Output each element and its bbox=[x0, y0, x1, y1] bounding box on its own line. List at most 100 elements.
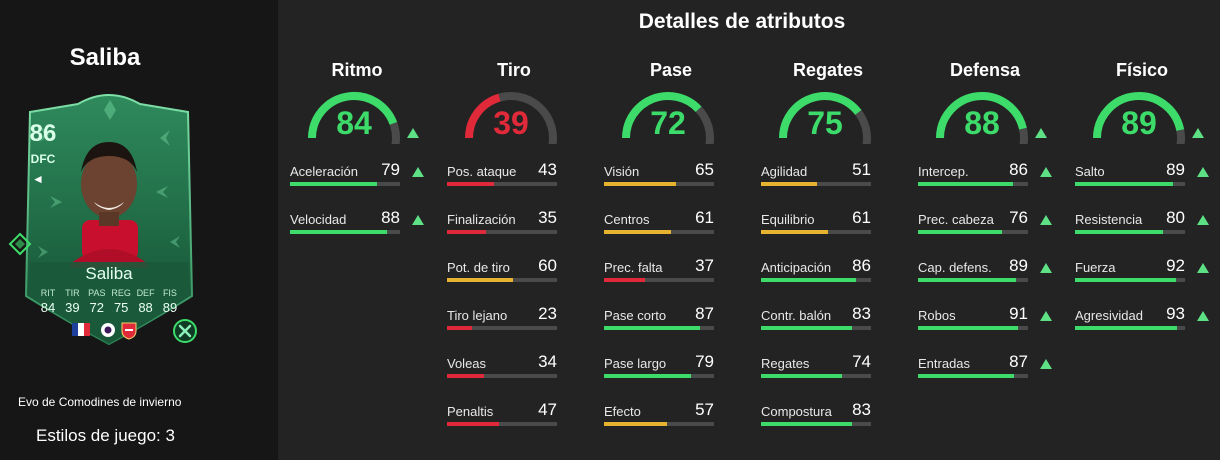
gauge-fill bbox=[936, 92, 1027, 139]
attribute-row[interactable]: Aceleración 79 bbox=[290, 160, 430, 194]
upgrade-arrow-icon bbox=[1191, 126, 1205, 144]
category-value: 84 bbox=[336, 105, 372, 141]
attribute-bar bbox=[1075, 182, 1185, 186]
attribute-row[interactable]: Contr. balón 83 bbox=[761, 304, 901, 338]
upgrade-arrow-icon bbox=[1196, 213, 1210, 231]
attribute-label: Regates bbox=[761, 356, 810, 371]
attribute-row[interactable]: Agilidad 51 bbox=[761, 160, 901, 194]
evolution-icon bbox=[8, 232, 32, 256]
card-background bbox=[24, 94, 194, 346]
attribute-row[interactable]: Regates 74 bbox=[761, 352, 901, 386]
attribute-row[interactable]: Pot. de tiro 60 bbox=[447, 256, 587, 290]
attribute-value: 93 bbox=[1166, 304, 1185, 323]
attribute-label: Salto bbox=[1075, 164, 1105, 179]
playstyles-count[interactable]: Estilos de juego: 3 bbox=[36, 426, 175, 445]
upgrade-arrow-icon bbox=[1039, 165, 1053, 183]
attribute-row[interactable]: Voleas 34 bbox=[447, 352, 587, 386]
attribute-label: Agilidad bbox=[761, 164, 808, 179]
attribute-row[interactable]: Pos. ataque 43 bbox=[447, 160, 587, 194]
attribute-bar-fill bbox=[604, 326, 700, 330]
attribute-bar-fill bbox=[1075, 230, 1163, 234]
upgrade-arrow-icon bbox=[1039, 357, 1053, 375]
attribute-bar-fill bbox=[761, 278, 856, 282]
attribute-label: Pase largo bbox=[604, 356, 667, 371]
gauge-fill bbox=[622, 92, 702, 139]
attribute-label: Entradas bbox=[918, 356, 971, 371]
attribute-bar bbox=[918, 374, 1028, 378]
attribute-bar bbox=[761, 278, 871, 282]
attribute-row[interactable]: Velocidad 88 bbox=[290, 208, 430, 242]
card-stat-value: 84 bbox=[40, 300, 56, 315]
attribute-label: Visión bbox=[604, 164, 640, 179]
attribute-bar bbox=[447, 278, 557, 282]
attribute-label: Robos bbox=[918, 308, 956, 323]
attribute-row[interactable]: Agresividad 93 bbox=[1075, 304, 1215, 338]
attribute-bar-fill bbox=[604, 278, 645, 282]
attribute-label: Resistencia bbox=[1075, 212, 1143, 227]
attribute-label: Voleas bbox=[447, 356, 487, 371]
attribute-row[interactable]: Entradas 87 bbox=[918, 352, 1058, 386]
category-name: Regates bbox=[792, 60, 864, 80]
card-stat-label: DEF bbox=[136, 288, 155, 298]
attribute-row[interactable]: Visión 65 bbox=[604, 160, 744, 194]
attribute-bar-fill bbox=[447, 230, 486, 234]
category-1: Tiro 39 Pos. ataque 43 Finalización 35 Pot. de… bbox=[435, 0, 587, 460]
attribute-bar-fill bbox=[761, 422, 853, 426]
card-stat-values: 84 39 72 75 88 89 bbox=[36, 300, 182, 315]
attribute-row[interactable]: Centros 61 bbox=[604, 208, 744, 242]
attribute-value: 74 bbox=[852, 352, 871, 371]
card-stat-value: 72 bbox=[89, 300, 105, 315]
attribute-row[interactable]: Prec. cabeza 76 bbox=[918, 208, 1058, 242]
attribute-bar-fill bbox=[918, 326, 1019, 330]
card-badges bbox=[72, 322, 137, 340]
attribute-bar bbox=[447, 422, 557, 426]
attribute-value: 35 bbox=[538, 208, 557, 227]
attribute-label: Equilibrio bbox=[761, 212, 815, 227]
attribute-row[interactable]: Pase corto 87 bbox=[604, 304, 744, 338]
attribute-row[interactable]: Equilibrio 61 bbox=[761, 208, 901, 242]
attribute-row[interactable]: Pase largo 79 bbox=[604, 352, 744, 386]
card-stat-value: 88 bbox=[138, 300, 153, 315]
attribute-bar bbox=[918, 230, 1028, 234]
club-crest-icon bbox=[121, 322, 137, 340]
attribute-bar bbox=[447, 326, 557, 330]
attribute-bar bbox=[761, 230, 871, 234]
attribute-bar bbox=[604, 374, 714, 378]
attribute-row[interactable]: Cap. defens. 89 bbox=[918, 256, 1058, 290]
category-gauge bbox=[465, 92, 557, 144]
attribute-row[interactable]: Prec. falta 37 bbox=[604, 256, 744, 290]
attribute-row[interactable]: Finalización 35 bbox=[447, 208, 587, 242]
category-value: 89 bbox=[1121, 105, 1157, 141]
attribute-row[interactable]: Robos 91 bbox=[918, 304, 1058, 338]
attribute-bar bbox=[447, 374, 557, 378]
attribute-bar bbox=[447, 182, 557, 186]
attribute-row[interactable]: Salto 89 bbox=[1075, 160, 1215, 194]
attribute-bar-fill bbox=[604, 230, 672, 234]
card-stat-value: 89 bbox=[162, 300, 178, 315]
attribute-bar-fill bbox=[447, 422, 499, 426]
player-card[interactable]: 86 DFC ◄ Saliba RIT TIR PAS REG DEF FIS … bbox=[20, 86, 198, 348]
attribute-label: Finalización bbox=[447, 212, 516, 227]
attribute-bar-fill bbox=[761, 374, 843, 378]
attribute-bar-fill bbox=[447, 182, 495, 186]
section-title: Detalles de atributos bbox=[638, 10, 846, 33]
attribute-row[interactable]: Resistencia 80 bbox=[1075, 208, 1215, 242]
attribute-label: Compostura bbox=[761, 404, 832, 419]
category-name: Ritmo bbox=[331, 60, 383, 80]
attribute-value: 89 bbox=[1009, 256, 1028, 275]
attribute-row[interactable]: Intercep. 86 bbox=[918, 160, 1058, 194]
player-name: Saliba bbox=[69, 44, 141, 71]
attribute-row[interactable]: Fuerza 92 bbox=[1075, 256, 1215, 290]
gauge-fill bbox=[1093, 92, 1185, 139]
category-3: Regates 75 Agilidad 51 Equilibrio 61 Anticipac… bbox=[749, 0, 901, 460]
attribute-row[interactable]: Efecto 57 bbox=[604, 400, 744, 434]
attribute-row[interactable]: Penaltis 47 bbox=[447, 400, 587, 434]
attribute-row[interactable]: Anticipación 86 bbox=[761, 256, 901, 290]
attribute-bar bbox=[604, 422, 714, 426]
attribute-bar-fill bbox=[447, 374, 485, 378]
attribute-bar bbox=[761, 422, 871, 426]
category-2: Pase 72 Visión 65 Centros 61 Prec. falta 37 Pase… bbox=[592, 0, 744, 460]
attribute-bar bbox=[290, 230, 400, 234]
attribute-row[interactable]: Compostura 83 bbox=[761, 400, 901, 434]
attribute-row[interactable]: Tiro lejano 23 bbox=[447, 304, 587, 338]
